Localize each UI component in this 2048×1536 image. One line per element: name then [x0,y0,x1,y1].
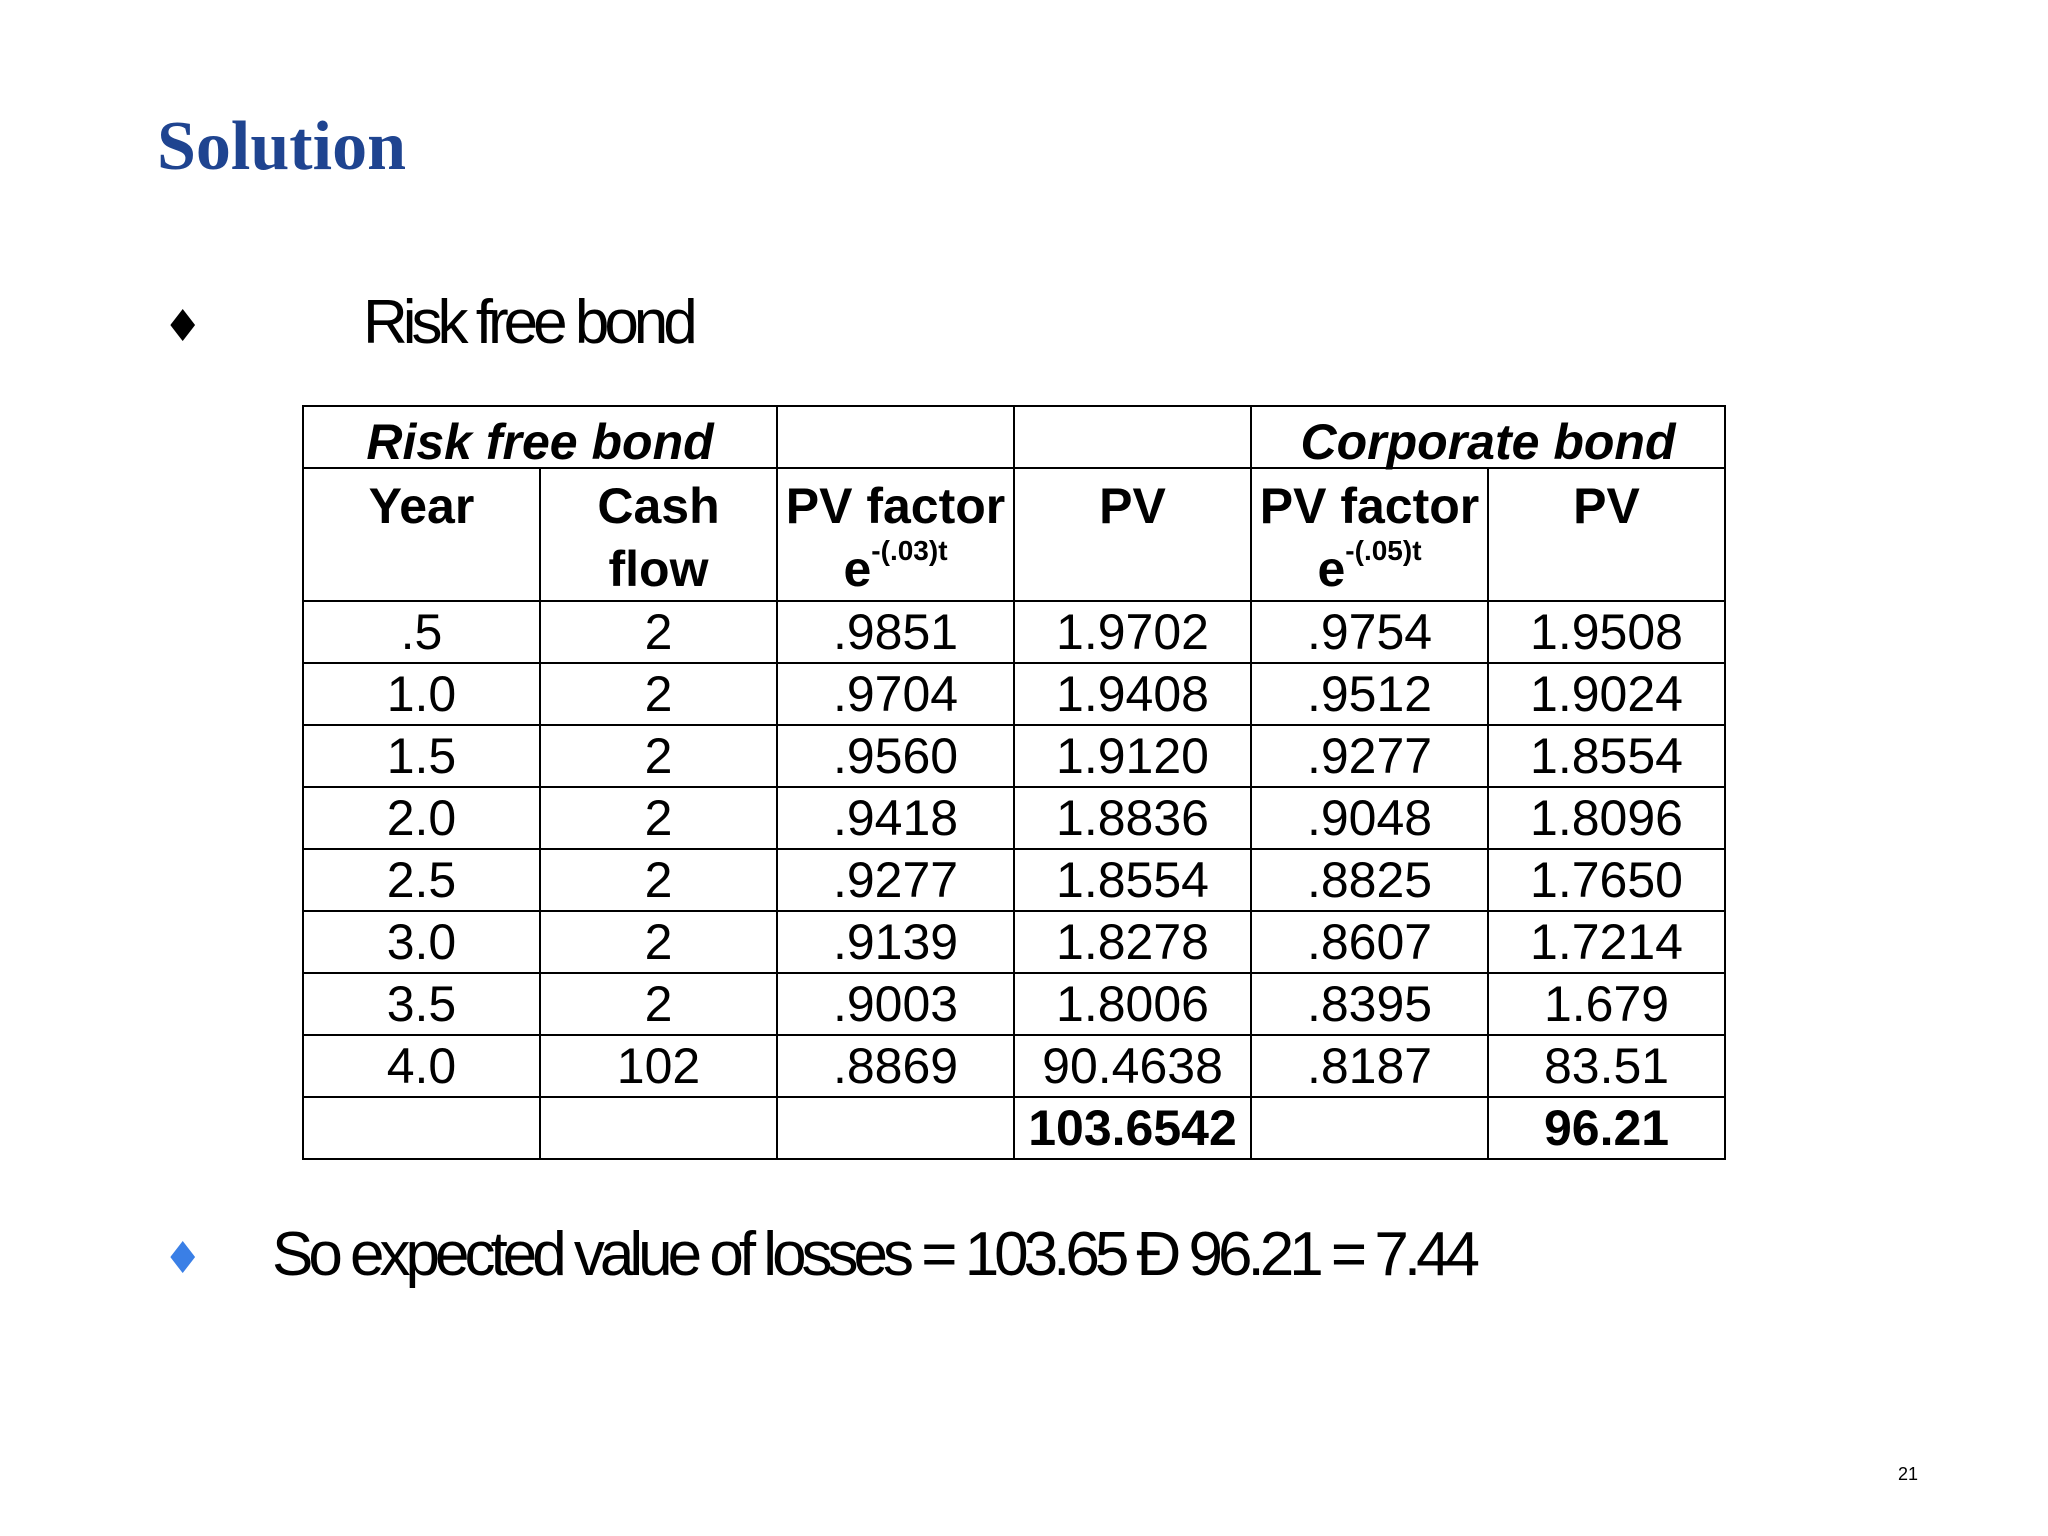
header-corp-pv-factor-label: PV factor [1259,478,1480,534]
cell-rf-pv: 1.9408 [1013,662,1253,726]
table-group-header-row: Risk free bond Corporate bond [301,405,1727,469]
cell-corp-factor: .9048 [1250,786,1490,850]
cell-rf-factor: .9003 [776,972,1016,1036]
cell-corp-factor: .9277 [1250,724,1490,788]
table-total-row: 103.6542 96.21 [302,1096,1727,1160]
cell-corp-pv: 1.9024 [1487,662,1727,726]
empty-cell [776,1096,1016,1160]
cell-corp-pv: 83.51 [1487,1034,1727,1098]
rf-formula-exponent: -(.03)t [871,534,948,566]
cell-year: 1.0 [302,662,541,726]
slide-title: Solution [157,108,406,185]
cell-rf-pv: 1.8278 [1013,910,1253,974]
table-row: 3.5 2 .9003 1.8006 .8395 1.679 [302,972,1727,1036]
header-corp-pv-label: PV [1573,478,1640,534]
cell-year: .5 [302,600,541,664]
header-year: Year [302,467,541,602]
cell-cash-flow: 2 [538,786,779,850]
header-rf-pv-factor: PV factor e-(.03)t [776,467,1016,602]
cell-corp-factor: .8825 [1250,848,1490,912]
group-header-risk-free: Risk free bond [301,405,779,469]
cell-rf-factor: .9277 [776,848,1016,912]
bond-pv-table: Risk free bond Corporate bond Year Cash … [301,405,1727,1160]
cell-rf-factor: .9560 [776,724,1016,788]
diamond-bullet-icon: ♦ [163,301,203,352]
cell-cash-flow: 2 [538,724,779,788]
cell-cash-flow: 102 [538,1034,779,1098]
cell-cash-flow: 2 [538,972,779,1036]
cell-cash-flow: 2 [538,910,779,974]
conclusion-text: So expected value of losses = 103.65 Ð 9… [272,1220,1480,1289]
cell-rf-pv: 1.9120 [1013,724,1253,788]
table-row: 1.5 2 .9560 1.9120 .9277 1.8554 [302,724,1727,788]
cell-rf-factor: .9139 [776,910,1016,974]
cell-year: 1.5 [302,724,541,788]
cell-cash-flow: 2 [538,848,779,912]
cell-cash-flow: 2 [538,662,779,726]
header-rf-pv-label: PV [1099,478,1166,534]
table-row: .5 2 .9851 1.9702 .9754 1.9508 [302,600,1727,664]
corp-formula-exponent: -(.05)t [1345,534,1422,566]
cell-rf-factor: .9851 [776,600,1016,664]
total-rf-pv: 103.6542 [1013,1096,1253,1160]
cell-corp-pv: 1.7214 [1487,910,1727,974]
cell-rf-factor: .9418 [776,786,1016,850]
cell-rf-pv: 1.8006 [1013,972,1253,1036]
header-cash-flow-line1: Cash [597,478,720,534]
cell-corp-factor: .9512 [1250,662,1490,726]
cell-corp-factor: .9754 [1250,600,1490,664]
bullet-text: Risk free bond [363,288,698,357]
table-row: 3.0 2 .9139 1.8278 .8607 1.7214 [302,910,1727,974]
corp-discount-formula: e-(.05)t [1252,534,1487,601]
cell-corp-factor: .8187 [1250,1034,1490,1098]
empty-cell [776,405,1016,469]
cell-rf-pv: 1.8554 [1013,848,1253,912]
cell-corp-pv: 1.7650 [1487,848,1727,912]
header-year-label: Year [368,478,475,534]
cell-corp-factor: .8395 [1250,972,1490,1036]
header-corp-pv: PV [1487,467,1727,602]
cell-rf-pv: 1.8836 [1013,786,1253,850]
page-number: 21 [1898,1464,1919,1484]
total-corp-pv: 96.21 [1487,1096,1727,1160]
cell-rf-pv: 90.4638 [1013,1034,1253,1098]
table-row: 2.5 2 .9277 1.8554 .8825 1.7650 [302,848,1727,912]
cell-year: 2.0 [302,786,541,850]
empty-cell [538,1096,779,1160]
header-cash-flow: Cash flow [538,467,779,602]
table-row: 4.0 102 .8869 90.4638 .8187 83.51 [302,1034,1727,1098]
header-cash-flow-line2: flow [608,540,709,597]
table-header-row: Year Cash flow PV factor e-(.03)t PV PV … [302,467,1727,602]
cell-year: 2.5 [302,848,541,912]
group-header-corporate: Corporate bond [1250,405,1727,469]
cell-cash-flow: 2 [538,600,779,664]
cell-corp-pv: 1.679 [1487,972,1727,1036]
cell-corp-factor: .8607 [1250,910,1490,974]
table-row: 1.0 2 .9704 1.9408 .9512 1.9024 [302,662,1727,726]
cell-rf-factor: .8869 [776,1034,1016,1098]
cell-year: 3.0 [302,910,541,974]
empty-cell [1250,1096,1490,1160]
cell-corp-pv: 1.8096 [1487,786,1727,850]
empty-cell [1013,405,1253,469]
header-rf-pv-factor-label: PV factor [785,478,1006,534]
cell-year: 3.5 [302,972,541,1036]
cell-corp-pv: 1.8554 [1487,724,1727,788]
cell-corp-pv: 1.9508 [1487,600,1727,664]
rf-formula-base: e [843,540,872,597]
cell-rf-factor: .9704 [776,662,1016,726]
diamond-bullet-icon: ♦ [163,1233,203,1284]
empty-cell [302,1096,541,1160]
rf-discount-formula: e-(.03)t [778,534,1013,601]
header-corp-pv-factor: PV factor e-(.05)t [1250,467,1490,602]
cell-rf-pv: 1.9702 [1013,600,1253,664]
corp-formula-base: e [1317,540,1346,597]
cell-year: 4.0 [302,1034,541,1098]
table-row: 2.0 2 .9418 1.8836 .9048 1.8096 [302,786,1727,850]
header-rf-pv: PV [1013,467,1253,602]
